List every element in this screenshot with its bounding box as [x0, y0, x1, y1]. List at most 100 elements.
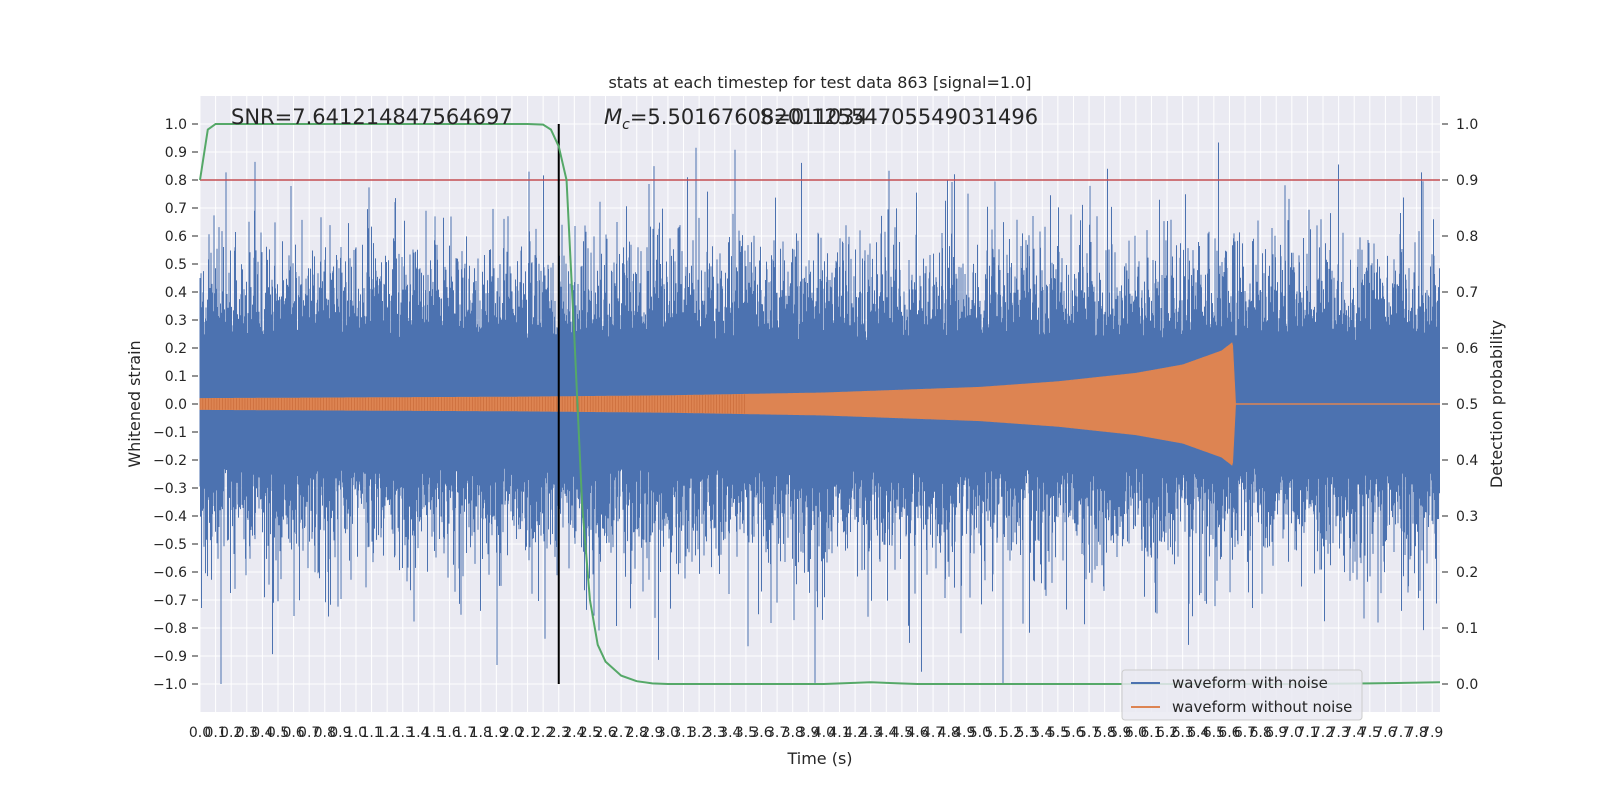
mc-subscript: c	[622, 117, 630, 133]
y-tick-label: 0.6	[165, 229, 187, 245]
x-tick-label: 2.5	[579, 725, 601, 741]
x-tick-label: 6.5	[1203, 725, 1225, 741]
x-tick-label: 3.0	[657, 725, 679, 741]
y2-tick-label: 0.7	[1456, 285, 1478, 301]
x-tick-label: 5.1	[984, 725, 1006, 741]
x-tick-label: 6.7	[1234, 725, 1256, 741]
x-tick-label: 5.7	[1078, 725, 1100, 741]
x-tick-label: 4.0	[813, 725, 835, 741]
x-tick-label: 3.7	[766, 725, 788, 741]
x-tick-label: 7.4	[1343, 725, 1365, 741]
x-tick-label: 7.3	[1327, 725, 1349, 741]
x-tick-label: 1.9	[485, 725, 507, 741]
y-tick-label: 0.1	[165, 369, 187, 385]
y-axis-ticks: −1.0 −0.9 −0.8 −0.7 −0.6 −0.5 −0.4 −0.3 −0.2 −0.1…	[153, 117, 198, 693]
y-tick-label: −0.4	[153, 509, 187, 525]
x-tick-label: 5.5	[1047, 725, 1069, 741]
x-tick-label: 2.4	[563, 725, 585, 741]
x-axis-ticks: 0.00.10.20.30.40.50.60.70.80.91.01.11.21…	[189, 725, 1443, 741]
x-tick-label: 5.6	[1062, 725, 1084, 741]
clean-signal-oscillation	[199, 394, 746, 414]
x-tick-label: 5.8	[1094, 725, 1116, 741]
y2-tick-label: 0.4	[1456, 453, 1478, 469]
x-tick-label: 6.0	[1125, 725, 1147, 741]
series-detection-probability	[199, 123, 1441, 685]
x-tick-label: 1.8	[470, 725, 492, 741]
y2-axis-label: Detection probability	[1487, 320, 1506, 488]
y-tick-label: −0.6	[153, 565, 187, 581]
overlap-annotation: S=0.12554705549031496	[760, 105, 1038, 129]
y2-tick-label: 1.0	[1456, 117, 1478, 133]
y-tick-label: −0.8	[153, 621, 187, 637]
x-tick-label: 7.1	[1296, 725, 1318, 741]
x-tick-label: 3.6	[750, 725, 772, 741]
y-tick-label: −0.2	[153, 453, 187, 469]
x-tick-label: 0.8	[314, 725, 336, 741]
x-tick-label: 2.8	[626, 725, 648, 741]
y-tick-label: 1.0	[165, 117, 187, 133]
x-tick-label: 4.7	[922, 725, 944, 741]
snr-annotation: SNR=7.641214847564697	[231, 105, 513, 129]
y-tick-label: 0.5	[165, 257, 187, 273]
x-axis-label: Time (s)	[786, 749, 852, 768]
series-waveform-without-noise	[199, 342, 1440, 466]
x-tick-label: 6.2	[1156, 725, 1178, 741]
x-tick-label: 0.6	[282, 725, 304, 741]
x-tick-label: 2.6	[594, 725, 616, 741]
y2-tick-label: 0.8	[1456, 229, 1478, 245]
y2-axis-ticks: 0.0 0.1 0.2 0.3 0.4 0.5 0.6 0.7 0.8 0.9 1.0	[1442, 117, 1478, 693]
x-tick-label: 6.3	[1172, 725, 1194, 741]
reference-lines	[200, 124, 1440, 684]
y2-tick-label: 0.3	[1456, 509, 1478, 525]
chart-title: stats at each timestep for test data 863…	[608, 73, 1031, 92]
y-tick-label: −0.1	[153, 425, 187, 441]
x-tick-label: 3.4	[719, 725, 741, 741]
x-tick-label: 4.3	[860, 725, 882, 741]
x-tick-label: 0.7	[298, 725, 320, 741]
x-tick-label: 5.9	[1109, 725, 1131, 741]
y2-tick-label: 0.0	[1456, 677, 1478, 693]
x-tick-label: 1.1	[360, 725, 382, 741]
y-tick-label: −0.7	[153, 593, 187, 609]
x-tick-label: 7.5	[1359, 725, 1381, 741]
x-tick-label: 4.9	[953, 725, 975, 741]
x-tick-label: 2.2	[532, 725, 554, 741]
x-tick-label: 1.6	[438, 725, 460, 741]
legend-label-clean: waveform without noise	[1172, 698, 1352, 716]
y-tick-label: 0.3	[165, 313, 187, 329]
y-tick-label: 0.7	[165, 201, 187, 217]
y-tick-label: −0.3	[153, 481, 187, 497]
x-tick-label: 1.3	[392, 725, 414, 741]
x-tick-label: 1.0	[345, 725, 367, 741]
probability-curve	[199, 123, 1441, 685]
x-tick-label: 6.9	[1265, 725, 1287, 741]
x-tick-label: 1.7	[454, 725, 476, 741]
x-tick-label: 0.9	[329, 725, 351, 741]
x-tick-label: 1.4	[407, 725, 429, 741]
y2-tick-label: 0.9	[1456, 173, 1478, 189]
x-tick-label: 2.3	[548, 725, 570, 741]
x-tick-label: 4.8	[938, 725, 960, 741]
x-tick-label: 2.0	[501, 725, 523, 741]
x-tick-label: 5.0	[969, 725, 991, 741]
mc-symbol: M	[604, 105, 622, 129]
x-tick-label: 2.1	[516, 725, 538, 741]
y-tick-label: 0.4	[165, 285, 187, 301]
x-tick-label: 3.3	[704, 725, 726, 741]
x-tick-label: 7.8	[1405, 725, 1427, 741]
legend: waveform with noise waveform without noi…	[1121, 669, 1363, 721]
y-tick-label: 0.9	[165, 145, 187, 161]
x-tick-label: 6.8	[1249, 725, 1271, 741]
mc-annotation: Mc=5.501676082011034	[604, 105, 868, 133]
y2-tick-label: 0.6	[1456, 341, 1478, 357]
x-tick-label: 6.6	[1218, 725, 1240, 741]
x-tick-label: 3.9	[797, 725, 819, 741]
x-tick-label: 4.2	[844, 725, 866, 741]
x-tick-label: 1.2	[376, 725, 398, 741]
y-tick-label: 0.8	[165, 173, 187, 189]
x-tick-label: 3.2	[688, 725, 710, 741]
x-tick-label: 3.8	[782, 725, 804, 741]
x-tick-label: 5.3	[1016, 725, 1038, 741]
x-tick-label: 7.6	[1374, 725, 1396, 741]
